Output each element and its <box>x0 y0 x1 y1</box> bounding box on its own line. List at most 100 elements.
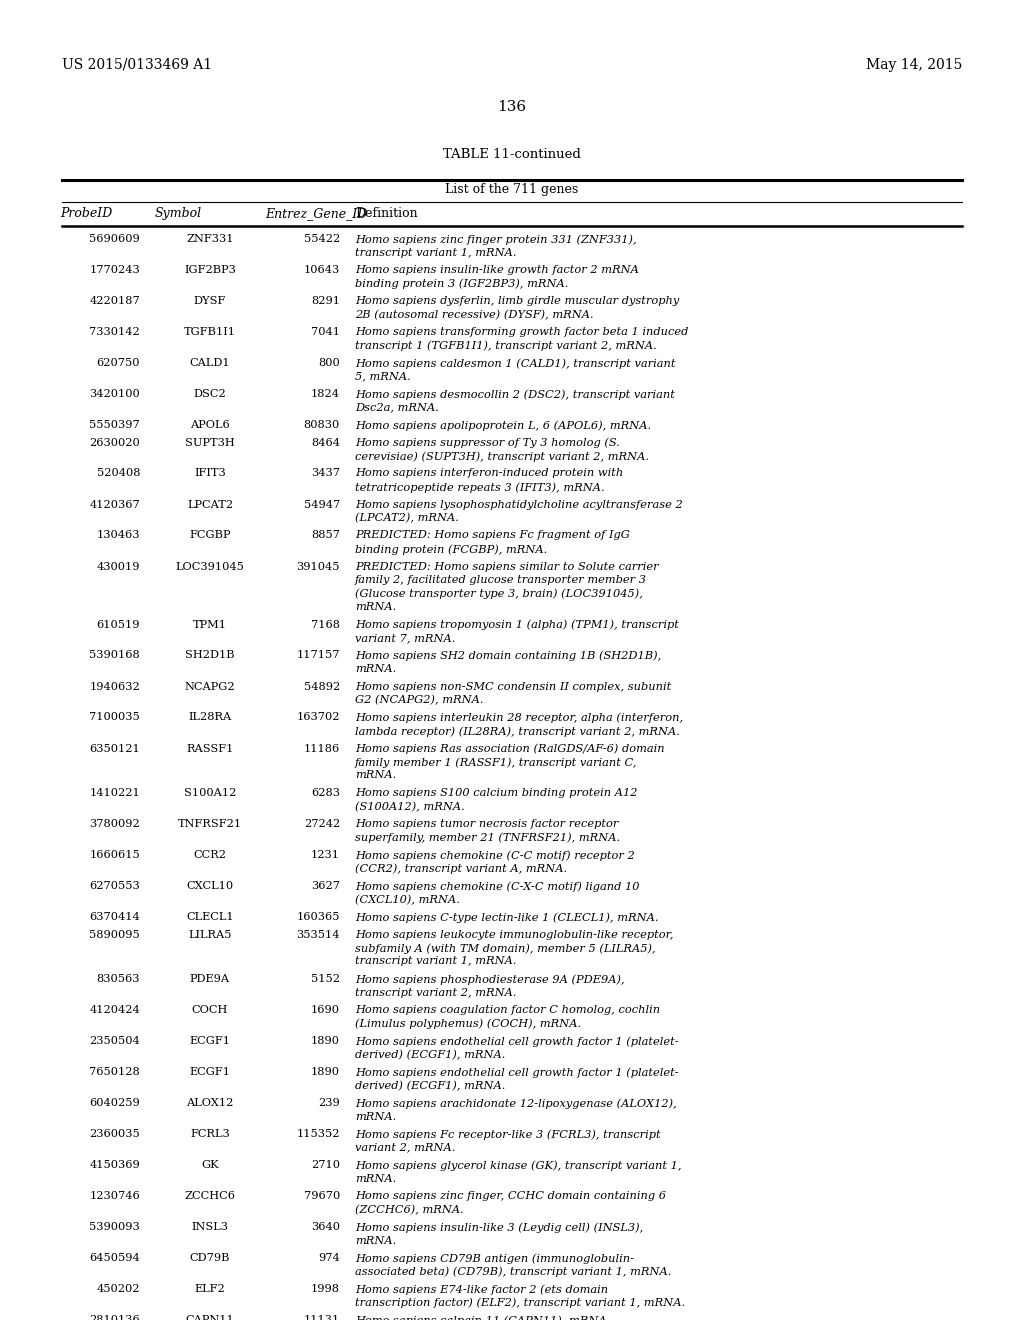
Text: 130463: 130463 <box>96 531 140 540</box>
Text: IGF2BP3: IGF2BP3 <box>184 265 236 275</box>
Text: Homo sapiens coagulation factor C homolog, cochlin: Homo sapiens coagulation factor C homolo… <box>355 1005 660 1015</box>
Text: Homo sapiens caldesmon 1 (CALD1), transcript variant: Homo sapiens caldesmon 1 (CALD1), transc… <box>355 358 676 368</box>
Text: 1690: 1690 <box>311 1005 340 1015</box>
Text: DYSF: DYSF <box>194 296 226 306</box>
Text: 7330142: 7330142 <box>89 327 140 337</box>
Text: ZCCHC6: ZCCHC6 <box>184 1191 236 1201</box>
Text: ALOX12: ALOX12 <box>186 1098 233 1107</box>
Text: ECGF1: ECGF1 <box>189 1067 230 1077</box>
Text: 1660615: 1660615 <box>89 850 140 861</box>
Text: Homo sapiens chemokine (C-X-C motif) ligand 10: Homo sapiens chemokine (C-X-C motif) lig… <box>355 880 640 891</box>
Text: subfamily A (with TM domain), member 5 (LILRA5),: subfamily A (with TM domain), member 5 (… <box>355 942 655 953</box>
Text: FCRL3: FCRL3 <box>190 1129 229 1139</box>
Text: Homo sapiens glycerol kinase (GK), transcript variant 1,: Homo sapiens glycerol kinase (GK), trans… <box>355 1160 682 1171</box>
Text: List of the 711 genes: List of the 711 genes <box>445 183 579 195</box>
Text: Homo sapiens endothelial cell growth factor 1 (platelet-: Homo sapiens endothelial cell growth fac… <box>355 1036 679 1047</box>
Text: PREDICTED: Homo sapiens Fc fragment of IgG: PREDICTED: Homo sapiens Fc fragment of I… <box>355 531 630 540</box>
Text: 6270553: 6270553 <box>89 880 140 891</box>
Text: associated beta) (CD79B), transcript variant 1, mRNA.: associated beta) (CD79B), transcript var… <box>355 1266 672 1276</box>
Text: 520408: 520408 <box>96 469 140 479</box>
Text: 5390168: 5390168 <box>89 651 140 660</box>
Text: Homo sapiens leukocyte immunoglobulin-like receptor,: Homo sapiens leukocyte immunoglobulin-li… <box>355 929 674 940</box>
Text: 54947: 54947 <box>304 499 340 510</box>
Text: Symbol: Symbol <box>155 207 202 220</box>
Text: 2810136: 2810136 <box>89 1315 140 1320</box>
Text: Homo sapiens non-SMC condensin II complex, subunit: Homo sapiens non-SMC condensin II comple… <box>355 681 672 692</box>
Text: derived) (ECGF1), mRNA.: derived) (ECGF1), mRNA. <box>355 1049 506 1060</box>
Text: Homo sapiens zinc finger protein 331 (ZNF331),: Homo sapiens zinc finger protein 331 (ZN… <box>355 234 637 244</box>
Text: ProbeID: ProbeID <box>60 207 113 220</box>
Text: TABLE 11-continued: TABLE 11-continued <box>443 148 581 161</box>
Text: 5, mRNA.: 5, mRNA. <box>355 371 411 381</box>
Text: 3640: 3640 <box>311 1222 340 1232</box>
Text: 2630020: 2630020 <box>89 437 140 447</box>
Text: 5550397: 5550397 <box>89 420 140 430</box>
Text: Homo sapiens S100 calcium binding protein A12: Homo sapiens S100 calcium binding protei… <box>355 788 638 799</box>
Text: mRNA.: mRNA. <box>355 1236 396 1246</box>
Text: (Limulus polyphemus) (COCH), mRNA.: (Limulus polyphemus) (COCH), mRNA. <box>355 1019 582 1030</box>
Text: S100A12: S100A12 <box>184 788 237 799</box>
Text: SH2D1B: SH2D1B <box>185 651 234 660</box>
Text: 79670: 79670 <box>304 1191 340 1201</box>
Text: 3420100: 3420100 <box>89 389 140 399</box>
Text: 5890095: 5890095 <box>89 929 140 940</box>
Text: 1230746: 1230746 <box>89 1191 140 1201</box>
Text: Homo sapiens SH2 domain containing 1B (SH2D1B),: Homo sapiens SH2 domain containing 1B (S… <box>355 651 662 661</box>
Text: IFIT3: IFIT3 <box>195 469 226 479</box>
Text: Homo sapiens Fc receptor-like 3 (FCRL3), transcript: Homo sapiens Fc receptor-like 3 (FCRL3),… <box>355 1129 660 1139</box>
Text: 4120367: 4120367 <box>89 499 140 510</box>
Text: FCGBP: FCGBP <box>189 531 230 540</box>
Text: Homo sapiens Ras association (RalGDS/AF-6) domain: Homo sapiens Ras association (RalGDS/AF-… <box>355 743 665 754</box>
Text: TPM1: TPM1 <box>193 619 227 630</box>
Text: 7168: 7168 <box>311 619 340 630</box>
Text: mRNA.: mRNA. <box>355 1173 396 1184</box>
Text: 1998: 1998 <box>311 1284 340 1294</box>
Text: CCR2: CCR2 <box>194 850 226 861</box>
Text: (CXCL10), mRNA.: (CXCL10), mRNA. <box>355 895 460 904</box>
Text: CALD1: CALD1 <box>189 358 230 368</box>
Text: lambda receptor) (IL28RA), transcript variant 2, mRNA.: lambda receptor) (IL28RA), transcript va… <box>355 726 680 737</box>
Text: Homo sapiens tumor necrosis factor receptor: Homo sapiens tumor necrosis factor recep… <box>355 818 618 829</box>
Text: Homo sapiens endothelial cell growth factor 1 (platelet-: Homo sapiens endothelial cell growth fac… <box>355 1067 679 1077</box>
Text: 1410221: 1410221 <box>89 788 140 799</box>
Text: 1940632: 1940632 <box>89 681 140 692</box>
Text: 430019: 430019 <box>96 561 140 572</box>
Text: binding protein 3 (IGF2BP3), mRNA.: binding protein 3 (IGF2BP3), mRNA. <box>355 279 568 289</box>
Text: 117157: 117157 <box>297 651 340 660</box>
Text: G2 (NCAPG2), mRNA.: G2 (NCAPG2), mRNA. <box>355 696 483 705</box>
Text: variant 2, mRNA.: variant 2, mRNA. <box>355 1143 456 1152</box>
Text: 830563: 830563 <box>96 974 140 983</box>
Text: IL28RA: IL28RA <box>188 713 231 722</box>
Text: Homo sapiens suppressor of Ty 3 homolog (S.: Homo sapiens suppressor of Ty 3 homolog … <box>355 437 620 447</box>
Text: 2710: 2710 <box>311 1160 340 1170</box>
Text: 160365: 160365 <box>297 912 340 921</box>
Text: 3627: 3627 <box>311 880 340 891</box>
Text: 8857: 8857 <box>311 531 340 540</box>
Text: Homo sapiens arachidonate 12-lipoxygenase (ALOX12),: Homo sapiens arachidonate 12-lipoxygenas… <box>355 1098 677 1109</box>
Text: INSL3: INSL3 <box>191 1222 228 1232</box>
Text: 115352: 115352 <box>297 1129 340 1139</box>
Text: CD79B: CD79B <box>189 1253 230 1263</box>
Text: 54892: 54892 <box>304 681 340 692</box>
Text: Homo sapiens zinc finger, CCHC domain containing 6: Homo sapiens zinc finger, CCHC domain co… <box>355 1191 666 1201</box>
Text: TGFB1I1: TGFB1I1 <box>184 327 236 337</box>
Text: Homo sapiens interleukin 28 receptor, alpha (interferon,: Homo sapiens interleukin 28 receptor, al… <box>355 713 683 723</box>
Text: LOC391045: LOC391045 <box>175 561 245 572</box>
Text: transcript variant 2, mRNA.: transcript variant 2, mRNA. <box>355 987 516 998</box>
Text: cerevisiae) (SUPT3H), transcript variant 2, mRNA.: cerevisiae) (SUPT3H), transcript variant… <box>355 451 649 462</box>
Text: COCH: COCH <box>191 1005 228 1015</box>
Text: 1231: 1231 <box>311 850 340 861</box>
Text: 620750: 620750 <box>96 358 140 368</box>
Text: 7650128: 7650128 <box>89 1067 140 1077</box>
Text: 5390093: 5390093 <box>89 1222 140 1232</box>
Text: 2360035: 2360035 <box>89 1129 140 1139</box>
Text: Homo sapiens desmocollin 2 (DSC2), transcript variant: Homo sapiens desmocollin 2 (DSC2), trans… <box>355 389 675 400</box>
Text: 27242: 27242 <box>304 818 340 829</box>
Text: 4220187: 4220187 <box>89 296 140 306</box>
Text: (CCR2), transcript variant A, mRNA.: (CCR2), transcript variant A, mRNA. <box>355 863 567 874</box>
Text: (Glucose transporter type 3, brain) (LOC391045),: (Glucose transporter type 3, brain) (LOC… <box>355 589 643 599</box>
Text: CXCL10: CXCL10 <box>186 880 233 891</box>
Text: 3437: 3437 <box>311 469 340 479</box>
Text: 1890: 1890 <box>311 1067 340 1077</box>
Text: 2B (autosomal recessive) (DYSF), mRNA.: 2B (autosomal recessive) (DYSF), mRNA. <box>355 309 594 319</box>
